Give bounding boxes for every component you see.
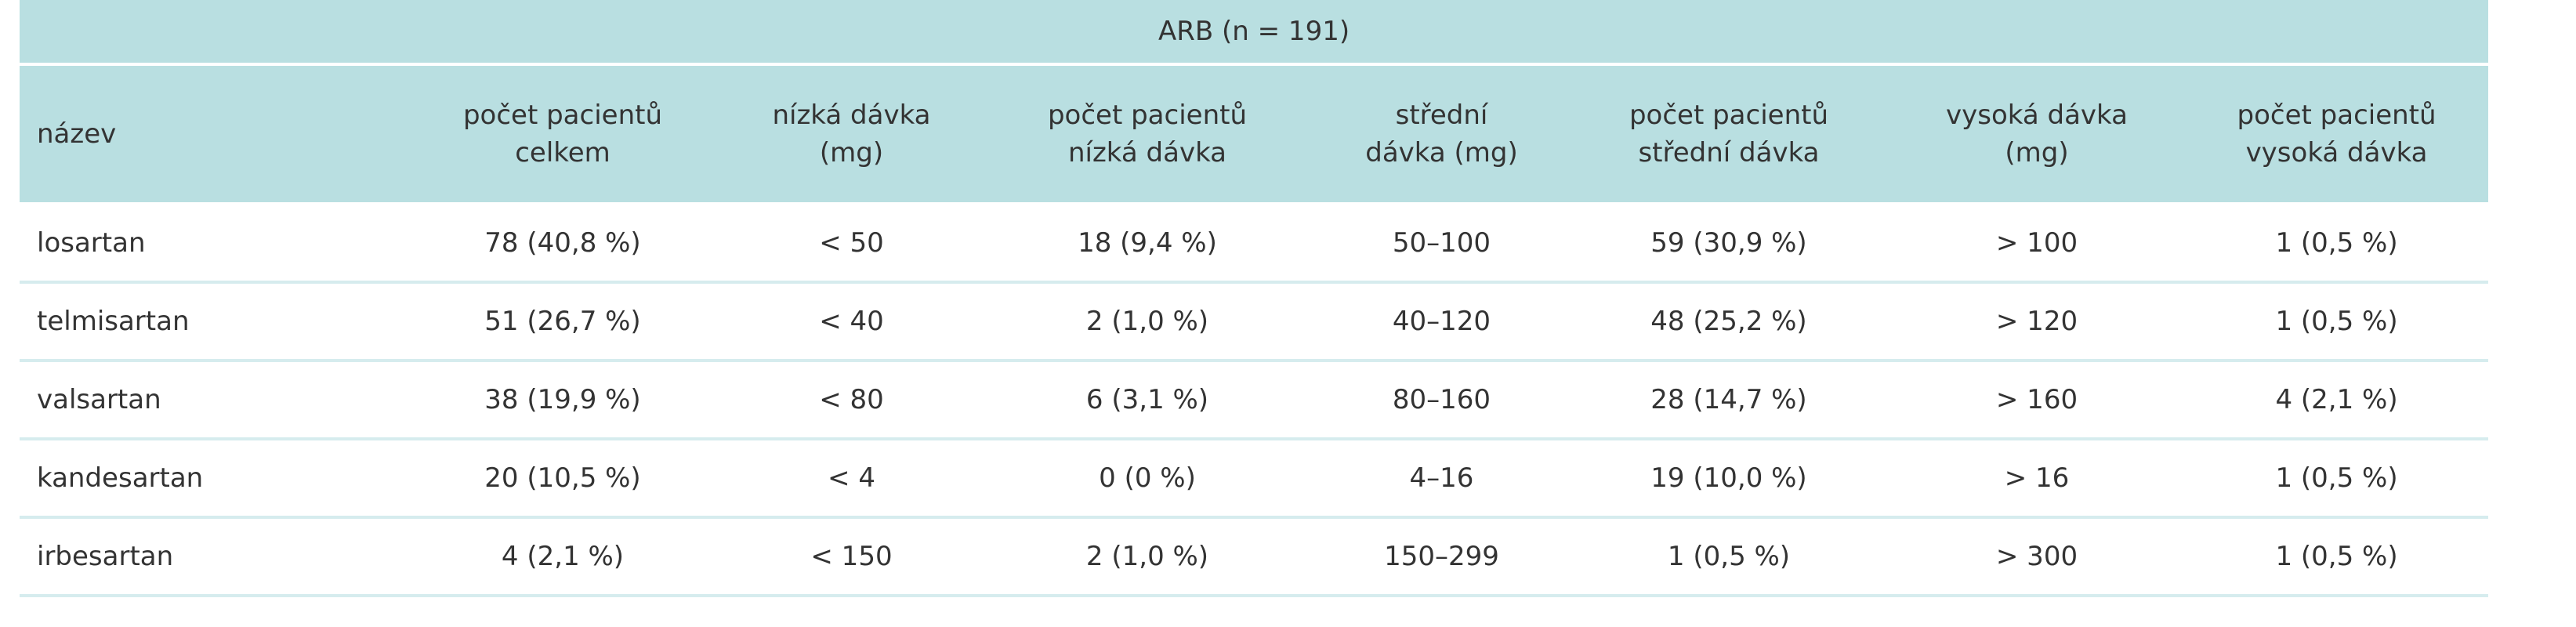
header-line: dávka (mg) [1365,137,1518,169]
table-cell: 4 (2,1 %) [2185,361,2489,440]
table-head: ARB (n = 191) název počet pacientů celkem n… [20,0,2489,205]
table-cell: 4–16 [1314,439,1569,519]
table-cell: 28 (14,7 %) [1569,361,1889,440]
column-header: vysoká dávka (mg) [1889,64,2185,205]
header-line: celkem [515,137,610,169]
header-line: počet pacientů [1047,100,1248,131]
table-cell: 1 (0,5 %) [2185,439,2489,519]
table-row: losartan 78 (40,8 %) < 50 18 (9,4 %) 50–100 5… [20,204,2489,284]
column-header: počet pacientů celkem [403,64,723,205]
header-line: počet pacientů [462,100,663,131]
table-cell: > 300 [1889,517,2185,597]
table-cell: > 120 [1889,282,2185,362]
table-cell: 4 (2,1 %) [403,517,723,597]
table-cell: losartan [20,204,403,284]
table-cell: 38 (19,9 %) [403,361,723,440]
column-header: počet pacientů střední dávka [1569,64,1889,205]
header-line: počet pacientů [2237,100,2437,131]
header-line: vysoká dávka [2245,137,2428,169]
table-cell: 1 (0,5 %) [2185,204,2489,284]
table-cell: 1 (0,5 %) [1569,517,1889,597]
table-cell: 78 (40,8 %) [403,204,723,284]
column-header: střední dávka (mg) [1314,64,1569,205]
table-cell: 6 (3,1 %) [980,361,1314,440]
table-cell: 0 (0 %) [980,439,1314,519]
table-cell: 20 (10,5 %) [403,439,723,519]
column-header: nízká dávka (mg) [723,64,980,205]
header-line: počet pacientů [1629,100,1829,131]
header-line: vysoká dávka [1946,100,2128,131]
header-line: (mg) [819,137,884,169]
table-cell: < 150 [723,517,980,597]
table-cell: 150–299 [1314,517,1569,597]
table-cell: > 16 [1889,439,2185,519]
column-header: název [20,64,403,205]
header-line: střední dávka [1638,137,1820,169]
table-cell: 48 (25,2 %) [1569,282,1889,362]
title-row: ARB (n = 191) [20,0,2489,66]
table-cell: 59 (30,9 %) [1569,204,1889,284]
table-cell: 1 (0,5 %) [2185,282,2489,362]
table-title: ARB (n = 191) [20,0,2489,66]
table-cell: 19 (10,0 %) [1569,439,1889,519]
table-cell: 40–120 [1314,282,1569,362]
table-body: losartan 78 (40,8 %) < 50 18 (9,4 %) 50–100 5… [20,204,2489,597]
header-line: název [37,118,117,150]
table-cell: < 80 [723,361,980,440]
header-line: (mg) [2005,137,2069,169]
table-cell: 18 (9,4 %) [980,204,1314,284]
table-row: valsartan 38 (19,9 %) < 80 6 (3,1 %) 80–160 2… [20,361,2489,440]
header-line: střední [1395,100,1488,131]
column-header: počet pacientů nízká dávka [980,64,1314,205]
header-line: nízká dávka [1067,137,1227,169]
table-cell: 2 (1,0 %) [980,517,1314,597]
table-cell: 50–100 [1314,204,1569,284]
table-cell: < 4 [723,439,980,519]
table-cell: 1 (0,5 %) [2185,517,2489,597]
header-row: název počet pacientů celkem nízká dávka (mg)… [20,64,2489,205]
table-cell: > 160 [1889,361,2185,440]
header-line: nízká dávka [772,100,931,131]
dose-table: ARB (n = 191) název počet pacientů celkem n… [20,0,2489,597]
table-row: telmisartan 51 (26,7 %) < 40 2 (1,0 %) 40–12… [20,282,2489,362]
table-cell: irbesartan [20,517,403,597]
table-cell: kandesartan [20,439,403,519]
table-row: irbesartan 4 (2,1 %) < 150 2 (1,0 %) 150–299… [20,517,2489,597]
table-cell: 80–160 [1314,361,1569,440]
table-cell: valsartan [20,361,403,440]
table-cell: 51 (26,7 %) [403,282,723,362]
table-cell: < 50 [723,204,980,284]
table-cell: < 40 [723,282,980,362]
table-cell: telmisartan [20,282,403,362]
table-cell: > 100 [1889,204,2185,284]
table-cell: 2 (1,0 %) [980,282,1314,362]
column-header: počet pacientů vysoká dávka [2185,64,2489,205]
